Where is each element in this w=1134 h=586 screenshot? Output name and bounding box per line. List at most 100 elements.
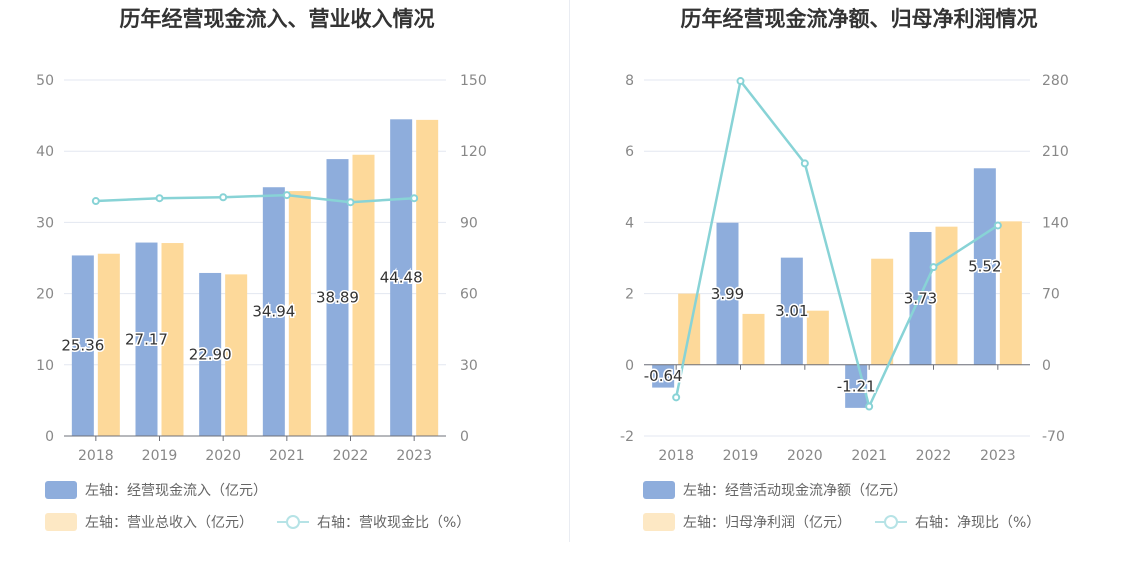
data-label: 44.48 (380, 269, 423, 287)
y-right-tick-label: 150 (460, 73, 487, 89)
bar-secondary (935, 226, 958, 365)
y-left-tick-label: 8 (625, 73, 634, 89)
bar-primary (326, 159, 349, 436)
line-point (993, 221, 1002, 230)
x-tick-label: 2021 (851, 448, 887, 464)
data-label: 38.89 (316, 289, 359, 307)
bar-secondary (806, 310, 829, 365)
y-right-tick-label: -70 (1042, 429, 1065, 445)
line-point (282, 191, 291, 200)
x-tick-label: 2022 (916, 448, 952, 464)
data-label: 5.52 (968, 258, 1001, 276)
x-tick-label: 2018 (78, 448, 114, 464)
line-point (91, 197, 100, 206)
y-left-tick-label: -2 (620, 429, 634, 445)
bar-primary (262, 187, 285, 436)
data-label: -1.21 (837, 377, 876, 395)
line-point (346, 198, 355, 207)
y-left-tick-label: 0 (625, 358, 634, 374)
y-right-tick-label: 120 (460, 144, 487, 160)
legend-label: 左轴：经营现金流入（亿元） (85, 483, 267, 499)
y-left-tick-label: 30 (36, 215, 54, 231)
line-point (410, 194, 419, 203)
legend-label: 右轴：净现比（%） (915, 515, 1040, 531)
x-tick-label: 2021 (269, 448, 305, 464)
line-point (736, 77, 745, 86)
legend-label: 右轴：营收现金比（%） (317, 515, 470, 531)
chart-1: 历年经营现金流入、营业收入情况 0 10 20 30 40 50 0 30 60 90 120 150 2… (36, 7, 487, 531)
legend-swatch (45, 513, 77, 531)
y-left-tick-label: 4 (625, 215, 634, 231)
bar-primary (973, 168, 996, 365)
data-label: 34.94 (252, 303, 295, 321)
line-point (155, 194, 164, 203)
line-point (219, 193, 228, 202)
y-left-tick-label: 10 (36, 358, 54, 374)
data-label: 3.99 (711, 285, 744, 303)
legend-swatch (45, 481, 77, 499)
chart-title: 历年经营现金流净额、归母净利润情况 (681, 7, 1038, 31)
legend-swatch (643, 481, 675, 499)
bar-primary (716, 222, 739, 365)
legend-marker (286, 515, 300, 529)
bar-primary (909, 232, 932, 365)
x-tick-label: 2019 (142, 448, 178, 464)
legend-label: 左轴：营业总收入（亿元） (85, 515, 253, 531)
y-right-tick-label: 90 (460, 215, 478, 231)
line-point (865, 402, 874, 411)
y-left-tick-label: 0 (45, 429, 54, 445)
bar-secondary (416, 119, 439, 436)
line-point (672, 393, 681, 402)
y-left-tick-label: 50 (36, 73, 54, 89)
y-right-tick-label: 210 (1042, 144, 1069, 160)
legend-marker (884, 515, 898, 529)
chart-title: 历年经营现金流入、营业收入情况 (120, 7, 435, 31)
bar-primary (199, 272, 222, 436)
bar-primary (652, 364, 675, 388)
bar-secondary (97, 253, 120, 436)
x-tick-label: 2022 (333, 448, 369, 464)
data-label: 3.01 (775, 302, 808, 320)
y-left-tick-label: 20 (36, 287, 54, 303)
bar-secondary (352, 154, 375, 436)
bar-secondary (742, 313, 765, 365)
x-tick-label: 2019 (723, 448, 759, 464)
line-series (95, 193, 415, 204)
y-left-tick-label: 2 (625, 287, 634, 303)
data-label: 3.73 (904, 289, 937, 307)
y-right-tick-label: 0 (460, 429, 469, 445)
y-right-tick-label: 70 (1042, 287, 1060, 303)
y-left-tick-label: 6 (625, 144, 634, 160)
x-tick-label: 2023 (396, 448, 432, 464)
line-point (929, 263, 938, 272)
bar-secondary (288, 191, 311, 436)
line-series (674, 78, 999, 411)
bar-secondary (225, 274, 248, 436)
x-tick-label: 2020 (205, 448, 241, 464)
bar-primary (135, 242, 158, 436)
bar-primary (780, 257, 803, 365)
legend-label: 左轴：经营活动现金流净额（亿元） (683, 483, 907, 499)
y-right-tick-label: 140 (1042, 215, 1069, 231)
x-tick-label: 2020 (787, 448, 823, 464)
bar-secondary (161, 243, 184, 436)
x-tick-label: 2023 (980, 448, 1016, 464)
bar-secondary (871, 258, 894, 365)
data-label: 25.36 (61, 337, 104, 355)
y-right-tick-label: 0 (1042, 358, 1051, 374)
x-tick-label: 2018 (658, 448, 694, 464)
bar-secondary (999, 221, 1022, 365)
y-right-tick-label: 30 (460, 358, 478, 374)
data-label: -0.64 (644, 367, 683, 385)
legend-label: 左轴：归母净利润（亿元） (683, 514, 851, 531)
panel-divider (569, 0, 570, 542)
y-right-tick-label: 280 (1042, 73, 1069, 89)
y-left-tick-label: 40 (36, 144, 54, 160)
data-label: 22.90 (189, 345, 232, 363)
legend-swatch (643, 513, 675, 531)
bar-primary (71, 255, 94, 436)
data-label: 27.17 (125, 330, 168, 348)
chart-2: 历年经营现金流净额、归母净利润情况 -2 0 2 4 6 8 -70 0 70 140 210 280 2… (620, 7, 1069, 531)
